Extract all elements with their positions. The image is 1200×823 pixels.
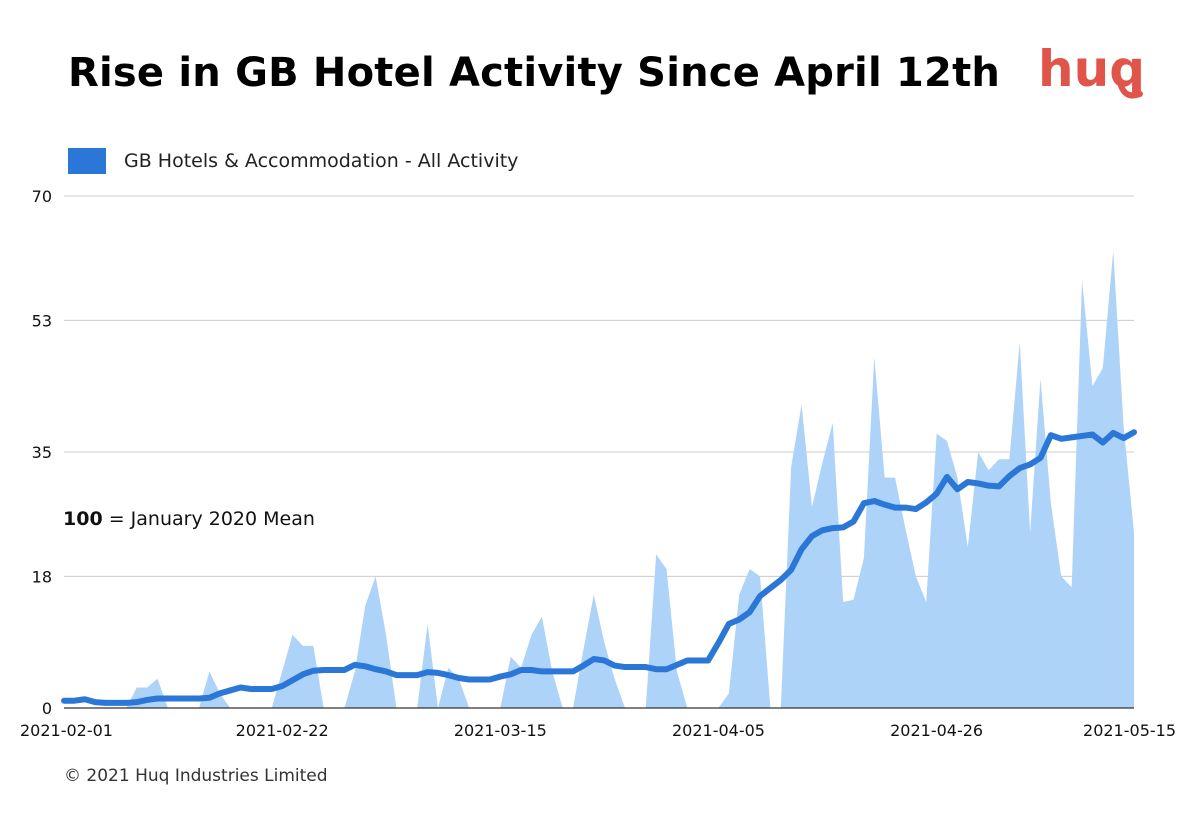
logo-text: huq [1038, 40, 1145, 98]
x-tick-label-2021-02-01: 2021-02-01 [20, 721, 113, 740]
chart-title: Rise in GB Hotel Activity Since April 12… [68, 50, 1001, 96]
y-tick-label-0: 0 [42, 699, 52, 718]
line-series [61, 429, 1137, 706]
x-tick-label-2021-02-22: 2021-02-22 [236, 721, 329, 740]
area-series [64, 250, 1134, 709]
x-tick-label-2021-04-26: 2021-04-26 [890, 721, 983, 740]
legend-swatch [68, 148, 106, 174]
axes: 0 18 35 53 70 2021-02-01 2021-02-22 2021-03-15 2… [20, 187, 1176, 740]
y-tick-label-70: 70 [32, 187, 52, 206]
x-tick-label-2021-03-15: 2021-03-15 [454, 721, 547, 740]
y-tick-label-18: 18 [32, 567, 52, 586]
y-tick-label-53: 53 [32, 311, 52, 330]
huq-logo: huq [1038, 40, 1145, 99]
logo-swoosh [1117, 79, 1143, 99]
line-series-path [61, 429, 1137, 706]
x-tick-label-2021-05-15: 2021-05-15 [1083, 721, 1176, 740]
legend-label: GB Hotels & Accommodation - All Activity [124, 150, 519, 172]
copyright-text: © 2021 Huq Industries Limited [64, 766, 328, 786]
legend: GB Hotels & Accommodation - All Activity [68, 146, 518, 176]
baseline-annotation: 100 = January 2020 Mean [63, 508, 315, 530]
annotation-text: = January 2020 Mean [102, 508, 315, 530]
x-tick-label-2021-04-05: 2021-04-05 [672, 721, 765, 740]
y-tick-label-35: 35 [32, 443, 52, 462]
annotation-bold: 100 [63, 508, 103, 530]
area-series-path [64, 250, 1134, 709]
